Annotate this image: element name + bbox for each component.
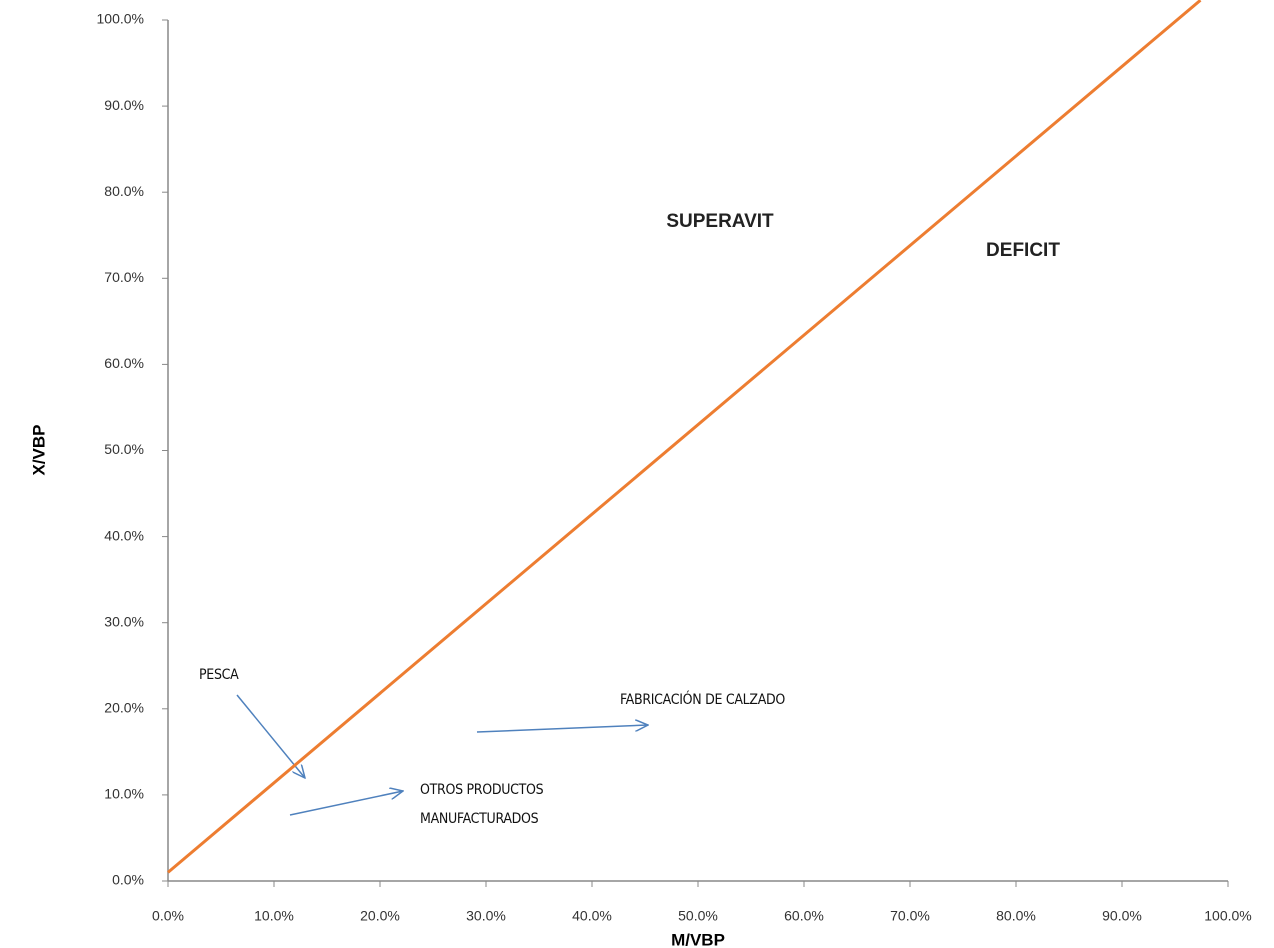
x-axis-label: M/VBP xyxy=(671,930,725,948)
y-tick-label: 10.0% xyxy=(104,786,144,802)
y-tick-label: 0.0% xyxy=(112,872,144,888)
y-tick-label: 40.0% xyxy=(104,527,144,543)
y-tick-label: 70.0% xyxy=(104,269,144,285)
x-tick-label: 100.0% xyxy=(1204,908,1251,924)
x-tick-label: 30.0% xyxy=(466,908,506,924)
x-tick-label: 60.0% xyxy=(784,908,824,924)
y-tick-label: 80.0% xyxy=(104,183,144,199)
annotation: OTROS PRODUCTOS xyxy=(420,782,544,798)
x-tick-label: 20.0% xyxy=(360,908,400,924)
y-tick-label: 90.0% xyxy=(104,97,144,113)
y-tick-label: 100.0% xyxy=(97,11,144,27)
x-tick-label: 70.0% xyxy=(890,908,930,924)
x-tick-label: 90.0% xyxy=(1102,908,1142,924)
x-tick-label: 10.0% xyxy=(254,908,294,924)
annotation: MANUFACTURADOS xyxy=(420,811,539,827)
line xyxy=(167,0,1202,874)
y-tick-label: 60.0% xyxy=(104,355,144,371)
arrow xyxy=(476,725,648,733)
x-tick-label: 50.0% xyxy=(678,908,718,924)
arrow xyxy=(289,791,403,816)
region-label: SUPERAVIT xyxy=(666,211,774,232)
x-tick-label: 40.0% xyxy=(572,908,612,924)
y-tick-label: 30.0% xyxy=(104,613,144,629)
x-tick-label: 80.0% xyxy=(996,908,1036,924)
x-tick-label: 0.0% xyxy=(152,908,184,924)
y-axis-label: X/VBP xyxy=(29,424,48,475)
arrow xyxy=(236,694,305,778)
y-tick-label: 20.0% xyxy=(104,700,144,716)
y-tick-label: 50.0% xyxy=(104,441,144,457)
annotation: PESCA xyxy=(199,667,239,683)
annotation: FABRICACIÓN DE CALZADO xyxy=(620,690,785,708)
region-label: DEFICIT xyxy=(986,240,1060,261)
